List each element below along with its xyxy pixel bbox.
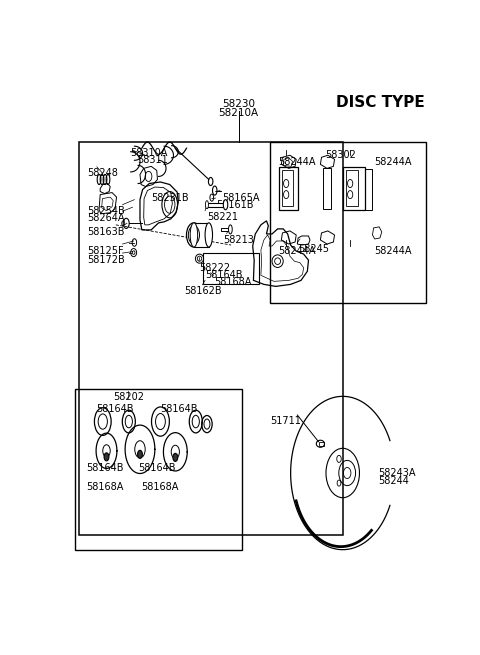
Ellipse shape: [186, 223, 202, 247]
Text: 58243A: 58243A: [378, 468, 416, 478]
Text: DISC TYPE: DISC TYPE: [336, 95, 424, 110]
Ellipse shape: [173, 453, 178, 461]
Text: 58168A: 58168A: [86, 482, 123, 492]
Text: 58163B: 58163B: [87, 227, 125, 237]
Text: 58165A: 58165A: [222, 193, 259, 202]
Text: 58161B: 58161B: [216, 200, 254, 210]
Text: 58302: 58302: [325, 150, 356, 160]
Polygon shape: [194, 223, 209, 247]
Bar: [75, 389, 242, 550]
Bar: [270, 141, 426, 303]
Text: 58245: 58245: [298, 244, 329, 254]
Bar: [79, 141, 343, 535]
Text: 58164B: 58164B: [96, 404, 134, 414]
Ellipse shape: [104, 453, 109, 461]
Text: 58222: 58222: [200, 263, 230, 272]
Text: 58164B: 58164B: [205, 271, 242, 280]
Text: 51711: 51711: [270, 415, 301, 426]
Ellipse shape: [190, 223, 198, 247]
Text: 58264A: 58264A: [87, 214, 125, 223]
Text: 58164B: 58164B: [160, 404, 197, 414]
Ellipse shape: [228, 225, 232, 234]
Text: 58231B: 58231B: [151, 193, 189, 203]
Text: 58172B: 58172B: [87, 255, 125, 265]
Text: 58244A: 58244A: [278, 157, 316, 167]
Text: 58311: 58311: [138, 155, 168, 165]
Bar: [203, 253, 259, 284]
Text: 58202: 58202: [113, 392, 144, 402]
Text: 58164B: 58164B: [138, 463, 176, 473]
Text: 58125F: 58125F: [87, 246, 124, 256]
Text: 58248: 58248: [87, 168, 118, 178]
Ellipse shape: [205, 223, 213, 247]
Text: 58213: 58213: [224, 235, 254, 245]
Text: 58168A: 58168A: [141, 482, 179, 492]
Text: 58254B: 58254B: [87, 206, 125, 216]
Text: 58164B: 58164B: [86, 463, 123, 473]
Text: 58168A: 58168A: [215, 277, 252, 287]
Ellipse shape: [223, 200, 228, 210]
Text: 58162B: 58162B: [184, 286, 222, 297]
Text: 58244A: 58244A: [374, 246, 412, 256]
Ellipse shape: [138, 450, 143, 458]
Text: 58210A: 58210A: [218, 108, 259, 118]
Polygon shape: [207, 202, 226, 207]
Text: 58244A: 58244A: [374, 157, 412, 167]
Text: 58310A: 58310A: [131, 148, 168, 159]
Text: 58230: 58230: [222, 99, 255, 109]
Text: 58244A: 58244A: [278, 246, 316, 256]
Polygon shape: [221, 228, 230, 231]
Text: 58244: 58244: [378, 476, 409, 486]
Text: 58221: 58221: [207, 212, 238, 222]
Ellipse shape: [205, 200, 208, 209]
